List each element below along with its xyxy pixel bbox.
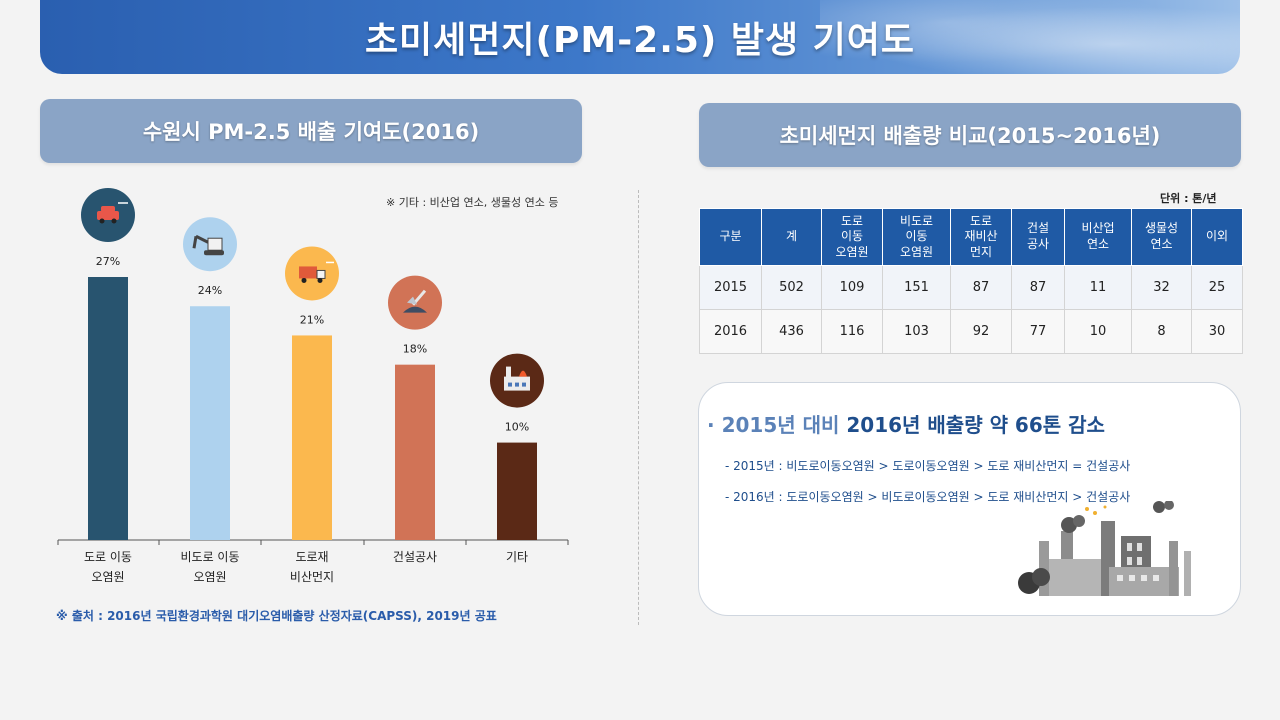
emission-comparison-table: 구분 계 도로 이동 오염원 비도로 이동 오염원 도로 재비산 먼지 건설 공…: [699, 208, 1243, 354]
data-label: 24%: [198, 284, 222, 297]
table-cell: 77: [1011, 309, 1065, 354]
header-cell: 비도로 이동 오염원: [882, 208, 951, 266]
table-header-row: 구분 계 도로 이동 오염원 비도로 이동 오염원 도로 재비산 먼지 건설 공…: [699, 208, 1243, 266]
truck-icon-glyph: [299, 261, 334, 283]
data-label: 21%: [300, 313, 324, 326]
section-divider: [638, 190, 639, 625]
summary-title: · 2015년 대비 2016년 배출량 약 66톤 감소: [707, 409, 1105, 438]
category-label: 오염원: [91, 570, 124, 584]
data-label: 18%: [403, 343, 427, 356]
category-label: 기타: [506, 550, 528, 564]
table-cell: 2015: [699, 265, 762, 310]
table-cell: 92: [950, 309, 1012, 354]
category-label: 도로재: [295, 550, 328, 564]
summary-box: · 2015년 대비 2016년 배출량 약 66톤 감소 - 2015년 : …: [698, 382, 1241, 616]
bar: [190, 306, 230, 540]
category-label: 오염원: [193, 570, 226, 584]
bar: [88, 277, 128, 540]
summary-line-2015: - 2015년 : 비도로이동오염원 > 도로이동오염원 > 도로 재비산먼지 …: [725, 459, 1131, 473]
table-cell: 8: [1131, 309, 1192, 354]
summary-bullet: ·: [707, 413, 715, 437]
table-cell: 502: [761, 265, 822, 310]
category-label: 비산먼지: [290, 570, 334, 584]
factory-icon-glyph: [504, 366, 530, 391]
header-cell: 비산업 연소: [1064, 208, 1132, 266]
table-cell: 11: [1064, 265, 1132, 310]
summary-title-part2: 2016년 배출량 약 66톤 감소: [846, 413, 1105, 437]
table-cell: 116: [821, 309, 883, 354]
shovel-icon-glyph: [403, 289, 427, 313]
category-label: 도로 이동: [84, 550, 132, 564]
bar: [497, 442, 537, 540]
chart-note: ※ 기타 : 비산업 연소, 생물성 연소 등: [386, 196, 559, 209]
table-cell: 103: [882, 309, 951, 354]
bar: [395, 364, 435, 540]
bar: [292, 335, 332, 540]
header-cell: 생물성 연소: [1131, 208, 1192, 266]
header-cell: 이외: [1191, 208, 1243, 266]
table-cell: 151: [882, 265, 951, 310]
table-cell: 87: [1011, 265, 1065, 310]
table-cell: 109: [821, 265, 883, 310]
title-banner: 초미세먼지(PM-2.5) 발생 기여도: [40, 0, 1240, 74]
page-title: 초미세먼지(PM-2.5) 발생 기여도: [364, 20, 916, 61]
header-cell: 건설 공사: [1011, 208, 1065, 266]
left-section-header: 수원시 PM-2.5 배출 기여도(2016): [40, 99, 582, 163]
category-label: 비도로 이동: [180, 550, 239, 564]
right-section-header: 초미세먼지 배출량 비교(2015~2016년): [699, 103, 1241, 167]
category-label: 건설공사: [393, 550, 437, 564]
summary-title-part1: 2015년 대비: [721, 413, 847, 437]
summary-line-2016: - 2016년 : 도로이동오염원 > 비도로이동오염원 > 도로 재비산먼지 …: [725, 490, 1131, 504]
source-note: ※ 출처 : 2016년 국립환경과학원 대기오염배출량 산정자료(CAPSS)…: [56, 609, 497, 623]
header-cell: 계: [761, 208, 822, 266]
table-cell: 30: [1191, 309, 1243, 354]
table-row: 2016 436 116 103 92 77 10 8 30: [699, 309, 1243, 354]
table-row: 2015 502 109 151 87 87 11 32 25: [699, 265, 1243, 310]
excavator-icon-glyph: [192, 234, 224, 256]
car-icon-glyph: [97, 202, 128, 224]
table-cell: 436: [761, 309, 822, 354]
table-cell: 2016: [699, 309, 762, 354]
data-label: 10%: [505, 421, 529, 434]
table-cell: 32: [1131, 265, 1192, 310]
header-cell: 도로 이동 오염원: [821, 208, 883, 266]
header-cell: 도로 재비산 먼지: [950, 208, 1012, 266]
table-cell: 25: [1191, 265, 1243, 310]
table-cell: 87: [950, 265, 1012, 310]
table-cell: 10: [1064, 309, 1132, 354]
table-unit: 단위 : 톤/년: [1160, 192, 1217, 205]
header-cell: 구분: [699, 208, 762, 266]
factory-illustration-icon: [1018, 501, 1191, 596]
data-label: 27%: [96, 255, 120, 268]
